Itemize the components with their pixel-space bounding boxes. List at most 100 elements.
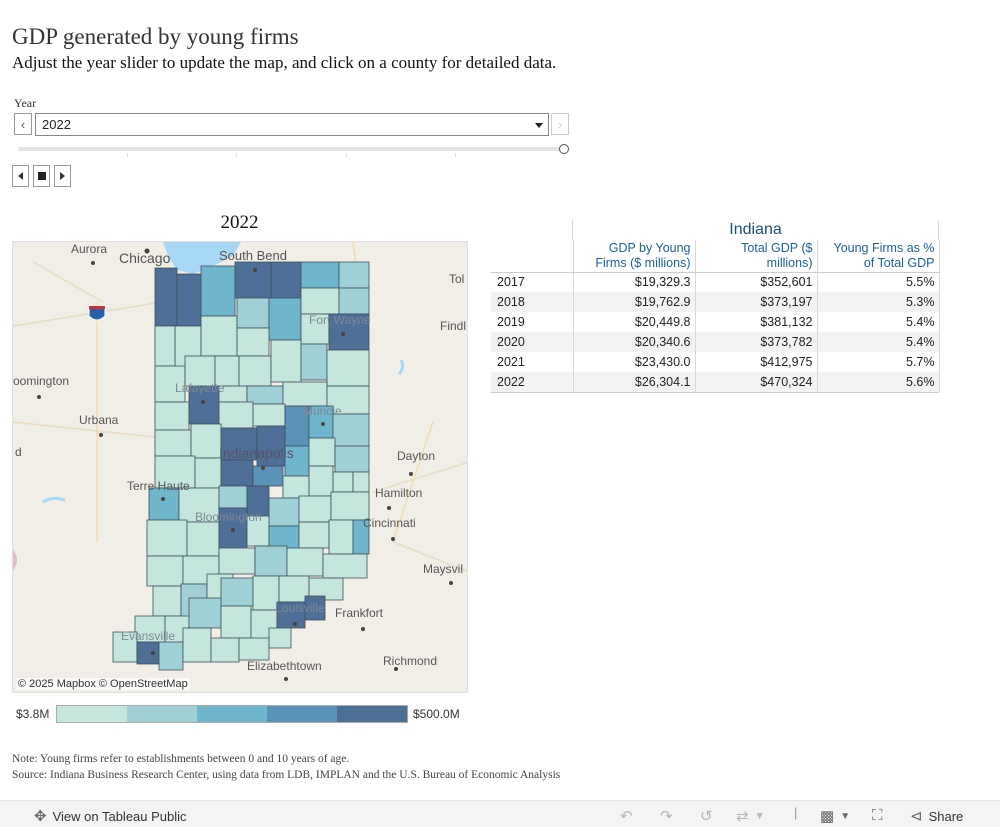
county-map[interactable]: Aurora Chicago South Bend Tol Fort Wayne… xyxy=(12,241,468,693)
tableau-toolbar: ✥ View on Tableau Public ↶ ↷ ↺ ⇄ ▼ | ▩ ▼ ⛶… xyxy=(0,800,1000,827)
refresh-button[interactable]: ⇄ ▼ xyxy=(736,807,764,825)
city-label: Lafayette xyxy=(175,381,225,395)
row-year: 2019 xyxy=(497,315,525,329)
city-label: Hamilton xyxy=(375,486,422,500)
row-year: 2022 xyxy=(491,372,573,392)
source-text: Source: Indiana Business Research Center… xyxy=(12,769,561,781)
undo-button[interactable]: ↶ xyxy=(620,807,633,825)
row-young-gdp: $19,329.3 xyxy=(572,272,695,292)
row-young-gdp: $20,340.6 xyxy=(572,332,695,352)
year-slider-handle[interactable] xyxy=(559,144,569,154)
legend-max-label: $500.0M xyxy=(413,707,460,721)
chevron-down-icon: ▼ xyxy=(754,810,765,822)
table-row[interactable]: 2017 $19,329.3 $352,601 5.5% xyxy=(491,272,940,292)
tableau-logo-icon: ✥ xyxy=(34,808,47,825)
share-label: Share xyxy=(928,808,964,824)
city-label: Fort Wayne xyxy=(309,313,371,327)
city-label: Urbana xyxy=(79,413,119,427)
row-total-gdp: $352,601 xyxy=(694,272,817,292)
undo-icon: ↶ xyxy=(620,808,633,825)
legend-swatch xyxy=(127,706,197,722)
city-label: Elizabethtown xyxy=(247,659,322,673)
row-pct: 5.3% xyxy=(816,292,940,312)
table-row[interactable]: 2021 $23,430.0 $412,975 5.7% xyxy=(491,352,940,372)
table-state-title: Indiana xyxy=(729,221,782,238)
city-label: Muncie xyxy=(303,404,342,418)
city-label: Frankfort xyxy=(335,606,384,620)
redo-icon: ↷ xyxy=(660,808,673,825)
table-row[interactable]: 2019 $20,449.8 $381,132 5.4% xyxy=(491,312,940,332)
refresh-icon: ⇄ xyxy=(736,808,749,825)
map-title: 2022 xyxy=(220,212,259,233)
year-next-button[interactable]: › xyxy=(551,113,569,135)
city-label: South Bend xyxy=(219,248,287,263)
table-row[interactable]: 2022 $26,304.1 $470,324 5.6% xyxy=(491,372,940,392)
step-back-icon xyxy=(18,172,23,180)
footnote: Note: Young firms refer to establishment… xyxy=(12,751,560,783)
row-year: 2017 xyxy=(497,275,525,290)
legend-min-label: $3.8M xyxy=(16,707,50,721)
map-attribution[interactable]: © 2025 Mapbox © OpenStreetMap xyxy=(16,678,190,690)
table-divider xyxy=(938,220,939,240)
fullscreen-icon: ⛶ xyxy=(872,807,883,824)
step-back-button[interactable] xyxy=(12,165,29,187)
city-label: Aurora xyxy=(71,242,107,256)
table-divider xyxy=(572,220,573,240)
slider-tick xyxy=(346,153,347,157)
color-legend xyxy=(56,705,408,723)
year-slider-track[interactable] xyxy=(18,147,564,151)
chevron-down-icon: ▼ xyxy=(840,810,851,822)
stop-button[interactable] xyxy=(33,165,50,187)
row-total-gdp: $373,782 xyxy=(694,332,817,352)
city-label: Dayton xyxy=(397,449,435,463)
table-header-pct: Young Firms as % of Total GDP xyxy=(816,240,940,273)
row-year: 2021 xyxy=(497,355,525,369)
fullscreen-button[interactable]: ⛶ xyxy=(872,807,883,824)
play-icon xyxy=(60,172,65,180)
city-label: Bloomington xyxy=(195,510,262,524)
legend-swatch xyxy=(337,706,407,722)
row-pct: 5.7% xyxy=(816,352,940,372)
row-young-gdp: $26,304.1 xyxy=(572,372,695,392)
play-button[interactable] xyxy=(54,165,71,187)
legend-swatch xyxy=(267,706,337,722)
table-row[interactable]: 2018 $19,762.9 $373,197 5.3% xyxy=(491,292,940,312)
city-label: Cincinnati xyxy=(363,516,416,530)
download-button[interactable]: ▩ ▼ xyxy=(820,807,850,825)
row-pct: 5.4% xyxy=(816,312,940,332)
interstate-shield-icon xyxy=(88,305,106,321)
city-label: Findl xyxy=(440,319,466,333)
row-total-gdp: $381,132 xyxy=(694,312,817,332)
city-label: Terre Haute xyxy=(127,479,190,493)
year-prev-button[interactable]: ‹ xyxy=(14,113,32,135)
slider-tick xyxy=(127,153,128,157)
table-bottom-rule xyxy=(491,392,939,393)
city-label: Evansville xyxy=(121,629,175,643)
gdp-table: GDP by Young Firms ($ millions) Total GD… xyxy=(491,240,940,392)
legend-swatch xyxy=(57,706,127,722)
share-button[interactable]: ⊲ Share xyxy=(910,807,963,825)
row-young-gdp: $23,430.0 xyxy=(572,352,695,372)
chevron-down-icon xyxy=(535,123,543,128)
table-header-young-gdp: GDP by Young Firms ($ millions) xyxy=(572,240,695,273)
legend-swatch xyxy=(197,706,267,722)
city-label: Indianapolis xyxy=(219,445,294,461)
chevron-left-icon: ‹ xyxy=(20,116,26,132)
view-on-tableau-link[interactable]: ✥ View on Tableau Public xyxy=(34,807,187,825)
year-select[interactable]: 2022 xyxy=(35,113,549,136)
row-pct: 5.5% xyxy=(816,272,940,292)
download-icon: ▩ xyxy=(820,808,835,825)
table-row[interactable]: 2020 $20,340.6 $373,782 5.4% xyxy=(491,332,940,352)
row-young-gdp: $19,762.9 xyxy=(572,292,695,312)
page-subtitle: Adjust the year slider to update the map… xyxy=(12,53,557,72)
stop-icon xyxy=(37,172,46,180)
row-year: 2018 xyxy=(491,292,573,312)
revert-button[interactable]: ↺ xyxy=(700,807,713,825)
table-header-year xyxy=(491,240,573,273)
note-text: Note: Young firms refer to establishment… xyxy=(12,753,350,765)
view-on-tableau-label: View on Tableau Public xyxy=(52,808,187,824)
year-select-value: 2022 xyxy=(42,117,71,132)
row-year: 2020 xyxy=(491,332,573,352)
slider-tick xyxy=(236,153,237,157)
redo-button[interactable]: ↷ xyxy=(660,807,673,825)
